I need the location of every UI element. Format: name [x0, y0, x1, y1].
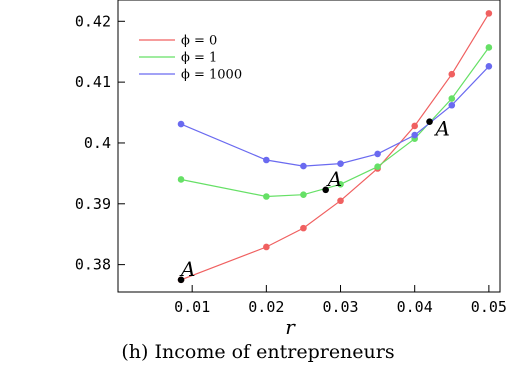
annotation-label: A — [434, 117, 450, 141]
chart-caption: (h) Income of entrepreneurs — [121, 341, 394, 363]
data-point — [411, 122, 418, 130]
annotation-label: A — [326, 167, 342, 191]
data-point — [263, 156, 270, 164]
data-point — [300, 224, 307, 232]
axis-ticks: 0.01 0.02 0.03 0.04 0.05 0.38 0.39 0.4 0.41 0.42 — [75, 12, 506, 316]
annotation-point — [322, 186, 329, 194]
data-point — [374, 163, 381, 170]
data-point — [485, 44, 493, 51]
data-point — [300, 162, 307, 170]
x-tick-label: 0.03 — [322, 298, 358, 316]
y-tick-label: 0.4 — [84, 134, 111, 152]
legend-label: ϕ = 1000 — [181, 68, 242, 83]
data-point — [374, 150, 381, 158]
data-point — [448, 95, 456, 102]
data-point — [337, 181, 344, 188]
series-line-2 — [180, 65, 490, 167]
y-tick-label: 0.39 — [75, 195, 111, 213]
x-tick-label: 0.05 — [471, 298, 506, 316]
data-point — [177, 176, 185, 183]
data-point — [485, 63, 493, 70]
y-tick-label: 0.41 — [75, 73, 111, 91]
plot-frame — [117, 0, 501, 293]
annotation-point — [177, 276, 185, 284]
legend-label: ϕ = 1 — [181, 51, 217, 66]
y-tick-label: 0.42 — [75, 12, 111, 30]
data-point — [337, 197, 344, 205]
data-point — [300, 191, 307, 198]
legend-label: ϕ = 0 — [181, 34, 217, 49]
x-tick-label: 0.01 — [174, 298, 210, 316]
data-point — [411, 131, 418, 139]
legend: ϕ = 0 ϕ = 1 ϕ = 1000 — [139, 34, 242, 83]
data-point — [485, 10, 493, 17]
data-point — [337, 160, 344, 167]
x-axis-label: r — [285, 315, 296, 339]
series-layer — [177, 10, 493, 284]
data-point — [448, 101, 456, 109]
annotation-point — [426, 118, 433, 125]
annotation-label: A — [179, 257, 195, 281]
data-point — [177, 120, 185, 128]
x-tick-label: 0.04 — [397, 298, 433, 316]
data-point — [448, 70, 456, 78]
series-line-1 — [180, 47, 490, 198]
data-point — [263, 193, 270, 200]
annotation-layer: A A A — [177, 117, 450, 284]
x-tick-label: 0.02 — [248, 298, 284, 316]
data-point — [263, 243, 270, 251]
series-line-0 — [180, 13, 490, 281]
y-tick-label: 0.38 — [75, 256, 111, 274]
